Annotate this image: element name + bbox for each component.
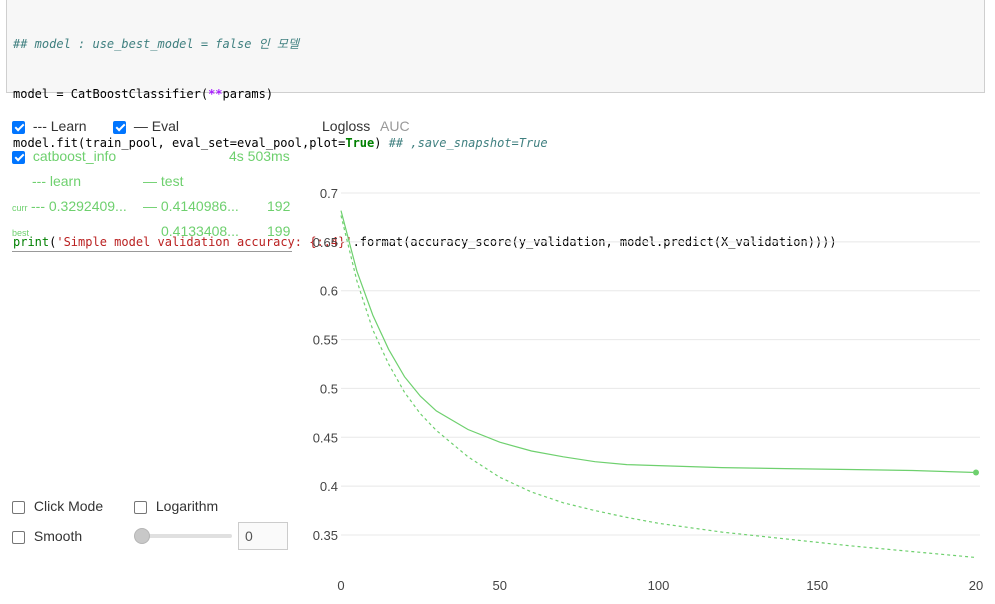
best-row-label: best	[12, 228, 30, 238]
code-operator: **	[208, 86, 223, 101]
curr-iteration: 192	[267, 198, 291, 214]
eval-label: — Eval	[133, 118, 180, 134]
code-builtin: print	[13, 235, 50, 249]
logarithm-checkbox[interactable]	[134, 500, 147, 514]
click-mode-checkbox[interactable]	[12, 500, 25, 514]
y-tick-label: 0.5	[320, 381, 338, 396]
code-line-1: ## model : use_best_model = false 인 모델	[13, 36, 984, 53]
code-cell[interactable]: ## model : use_best_model = false 인 모델 m…	[6, 0, 985, 249]
run-checkbox[interactable]	[12, 150, 25, 164]
smooth-slider-thumb[interactable]	[134, 528, 150, 544]
code-text: model.fit(train_pool, eval_set=eval_pool…	[13, 136, 346, 150]
run-time: 4s 503ms	[229, 148, 290, 164]
code-text: model = CatBoostClassifier(	[13, 86, 209, 101]
y-tick-label: 0.55	[313, 333, 338, 348]
code-text: .format(accuracy_score(y_validation, mod…	[352, 235, 837, 249]
smooth-label: Smooth	[33, 528, 83, 544]
code-line-2: model = CatBoostClassifier(**params)	[13, 86, 984, 103]
best-test-value: 0.4133408...	[161, 223, 239, 239]
code-comment: ## model : use_best_model = false 인 모델	[13, 37, 299, 51]
code-line-3: model.fit(train_pool, eval_set=eval_pool…	[13, 135, 984, 152]
x-tick-label: 50	[493, 578, 507, 593]
learn-checkbox[interactable]	[12, 120, 25, 134]
smooth-slider-track[interactable]	[136, 534, 232, 538]
x-tick-label: 20	[969, 578, 983, 593]
y-tick-label: 0.45	[313, 430, 338, 445]
run-toggle[interactable]: catboost_info	[12, 148, 116, 164]
curr-row-label: curr	[12, 203, 28, 213]
curr-test-value: — 0.4140986...	[143, 198, 239, 214]
code-text: params)	[222, 86, 274, 101]
best-iteration: 199	[267, 223, 291, 239]
learn-column-header: --- learn	[32, 173, 82, 189]
y-tick-label: 0.4	[320, 479, 338, 494]
click-mode-toggle[interactable]: Click Mode	[12, 498, 103, 514]
learn-label: --- Learn	[32, 118, 87, 134]
smooth-toggle[interactable]: Smooth	[12, 528, 82, 544]
curr-learn-value: --- 0.3292409...	[31, 198, 127, 214]
run-name: catboost_info	[32, 148, 117, 164]
click-mode-label: Click Mode	[33, 498, 104, 514]
code-text: )	[374, 136, 389, 150]
x-tick-label: 150	[806, 578, 828, 593]
smooth-checkbox[interactable]	[12, 530, 25, 544]
logarithm-toggle[interactable]: Logarithm	[134, 498, 218, 514]
series-end-point	[973, 469, 979, 476]
x-tick-label: 100	[648, 578, 670, 593]
tab-auc[interactable]: AUC	[380, 118, 410, 134]
learn-toggle[interactable]: --- Learn	[12, 118, 87, 134]
smooth-value-input[interactable]	[238, 522, 288, 550]
y-tick-label: 0.35	[313, 528, 338, 543]
divider	[12, 251, 292, 252]
code-comment: ## ,save_snapshot=True	[388, 136, 548, 150]
logarithm-label: Logarithm	[155, 498, 219, 514]
test-column-header: — test	[143, 173, 184, 189]
tab-logloss[interactable]: Logloss	[322, 118, 371, 134]
x-tick-label: 0	[337, 578, 344, 593]
code-line-5: print('Simple model validation accuracy:…	[13, 235, 837, 249]
y-tick-label: 0.6	[320, 284, 338, 299]
eval-toggle[interactable]: — Eval	[113, 118, 179, 134]
eval-checkbox[interactable]	[113, 120, 126, 134]
code-keyword: True	[345, 136, 375, 150]
